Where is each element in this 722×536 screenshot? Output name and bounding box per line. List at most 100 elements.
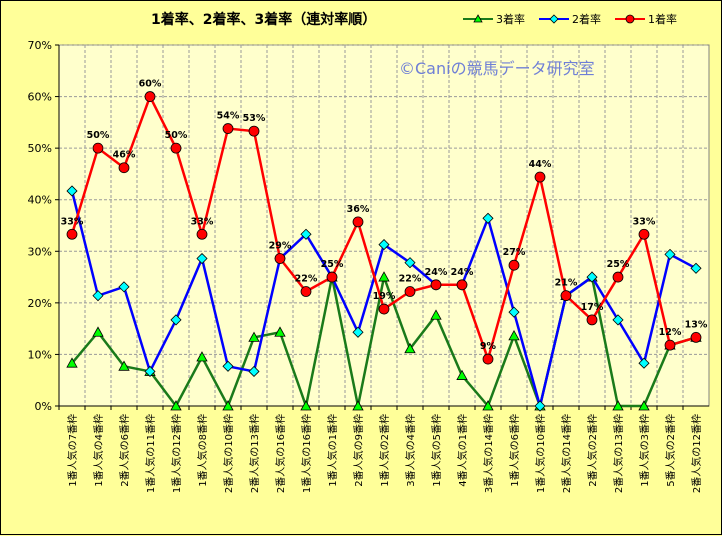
data-label: 36%	[347, 204, 370, 215]
point-2nd	[66, 185, 78, 197]
legend-label-3rd: 3着率	[496, 13, 525, 26]
data-label: 27%	[503, 247, 526, 258]
point-3rd	[66, 357, 78, 368]
x-tick-label: 2番人気の2番枠	[586, 414, 599, 487]
point-2nd	[690, 262, 702, 274]
point-1st	[664, 339, 676, 351]
watermark: ©Caniの競馬データ研究室	[399, 59, 595, 78]
data-label: 25%	[607, 259, 630, 270]
data-label: 53%	[243, 113, 266, 124]
point-2nd	[196, 252, 208, 265]
point-1st	[612, 271, 624, 283]
data-label: 33%	[191, 216, 214, 227]
point-2nd	[92, 290, 104, 302]
data-label: 22%	[295, 274, 318, 285]
x-tick-label: 1番人気の11番枠	[144, 414, 157, 493]
point-3rd	[638, 400, 650, 411]
data-label: 54%	[217, 111, 240, 122]
point-1st	[326, 271, 338, 283]
point-1st	[274, 253, 286, 264]
point-3rd	[456, 369, 468, 380]
x-tick-label: 2番人気の13番枠	[612, 414, 625, 493]
y-tick-label: 50%	[28, 142, 52, 155]
data-label: 50%	[165, 130, 188, 141]
point-2nd	[118, 281, 130, 293]
data-label: 33%	[633, 216, 656, 227]
data-label: 19%	[373, 291, 396, 302]
point-2nd	[508, 306, 520, 318]
data-label: 17%	[581, 302, 604, 313]
x-tick-label: 2番人気の14番枠	[560, 414, 573, 493]
point-1st	[482, 353, 494, 365]
data-label: 46%	[113, 150, 136, 161]
legend-label-2nd: 2着率	[572, 13, 601, 26]
data-label: 25%	[321, 259, 344, 270]
point-3rd	[482, 400, 494, 411]
point-1st	[300, 286, 312, 297]
x-tick-label: 4番人気の1番枠	[456, 414, 469, 487]
x-tick-label: 5番人気の2番枠	[664, 414, 677, 487]
x-tick-label: 2番人気の10番枠	[222, 414, 235, 493]
x-tick-label: 3番人気の4番枠	[404, 414, 417, 487]
data-label: 9%	[480, 341, 497, 352]
y-tick-label: 10%	[28, 348, 52, 361]
data-label: 13%	[685, 319, 708, 330]
x-tick-label: 3番人気の14番枠	[482, 414, 495, 493]
point-1st	[638, 228, 650, 240]
data-label: 29%	[269, 241, 292, 252]
x-tick-label: 2番人気の12番枠	[690, 414, 703, 493]
data-label: 24%	[425, 267, 448, 278]
plot-background	[58, 44, 710, 407]
point-2nd	[586, 271, 598, 283]
point-3rd	[248, 331, 260, 342]
chart-title: 1着率、2着率、3着率（連対率順）	[151, 12, 377, 28]
point-3rd	[404, 342, 416, 354]
x-tick-label: 2番人気の6番枠	[118, 414, 131, 487]
x-tick-label: 1番人気の10番枠	[534, 414, 547, 493]
data-label: 21%	[555, 278, 578, 289]
data-label: 22%	[399, 274, 422, 285]
point-2nd	[638, 357, 650, 369]
point-1st	[378, 303, 390, 315]
point-1st	[66, 228, 78, 240]
point-1st	[92, 142, 104, 154]
x-tick-label: 1番人気の5番枠	[430, 414, 443, 487]
data-label: 50%	[87, 130, 110, 141]
point-3rd	[508, 330, 520, 341]
point-3rd	[196, 351, 208, 362]
legend-item-1st: 1着率	[615, 11, 677, 27]
x-tick-label: 1番人気の1番枠	[326, 414, 339, 487]
point-2nd	[664, 248, 676, 260]
point-3rd	[170, 400, 182, 411]
point-2nd	[222, 360, 234, 372]
point-1st	[456, 279, 468, 291]
point-3rd	[222, 400, 234, 411]
point-2nd	[352, 326, 364, 338]
x-tick-label: 2番人気の16番枠	[274, 414, 287, 493]
legend-item-3rd: 3着率	[463, 11, 525, 27]
x-tick-label: 1番人気の6番枠	[508, 414, 521, 487]
point-1st	[170, 142, 182, 154]
x-tick-label: 2番人気の13番枠	[248, 414, 261, 493]
point-3rd	[378, 271, 390, 282]
y-tick-label: 40%	[28, 194, 52, 207]
x-tick-label: 1番人気の12番枠	[170, 414, 183, 493]
x-tick-label: 1番人気の3番枠	[638, 414, 651, 487]
x-tick-label: 1番人気の7番枠	[66, 414, 79, 487]
point-1st	[118, 162, 130, 174]
point-1st	[508, 259, 520, 271]
point-2nd	[612, 314, 624, 326]
y-tick-label: 60%	[28, 91, 52, 104]
point-2nd	[300, 228, 312, 240]
data-label: 33%	[61, 216, 84, 227]
point-2nd	[170, 314, 182, 326]
y-tick-label: 20%	[28, 297, 52, 310]
x-tick-label: 1番人気の4番枠	[92, 414, 105, 487]
point-3rd	[92, 326, 104, 337]
y-tick-label: 0%	[35, 400, 52, 413]
point-1st	[534, 171, 546, 183]
point-2nd	[248, 365, 260, 378]
point-1st	[196, 228, 208, 240]
point-1st	[248, 125, 260, 137]
